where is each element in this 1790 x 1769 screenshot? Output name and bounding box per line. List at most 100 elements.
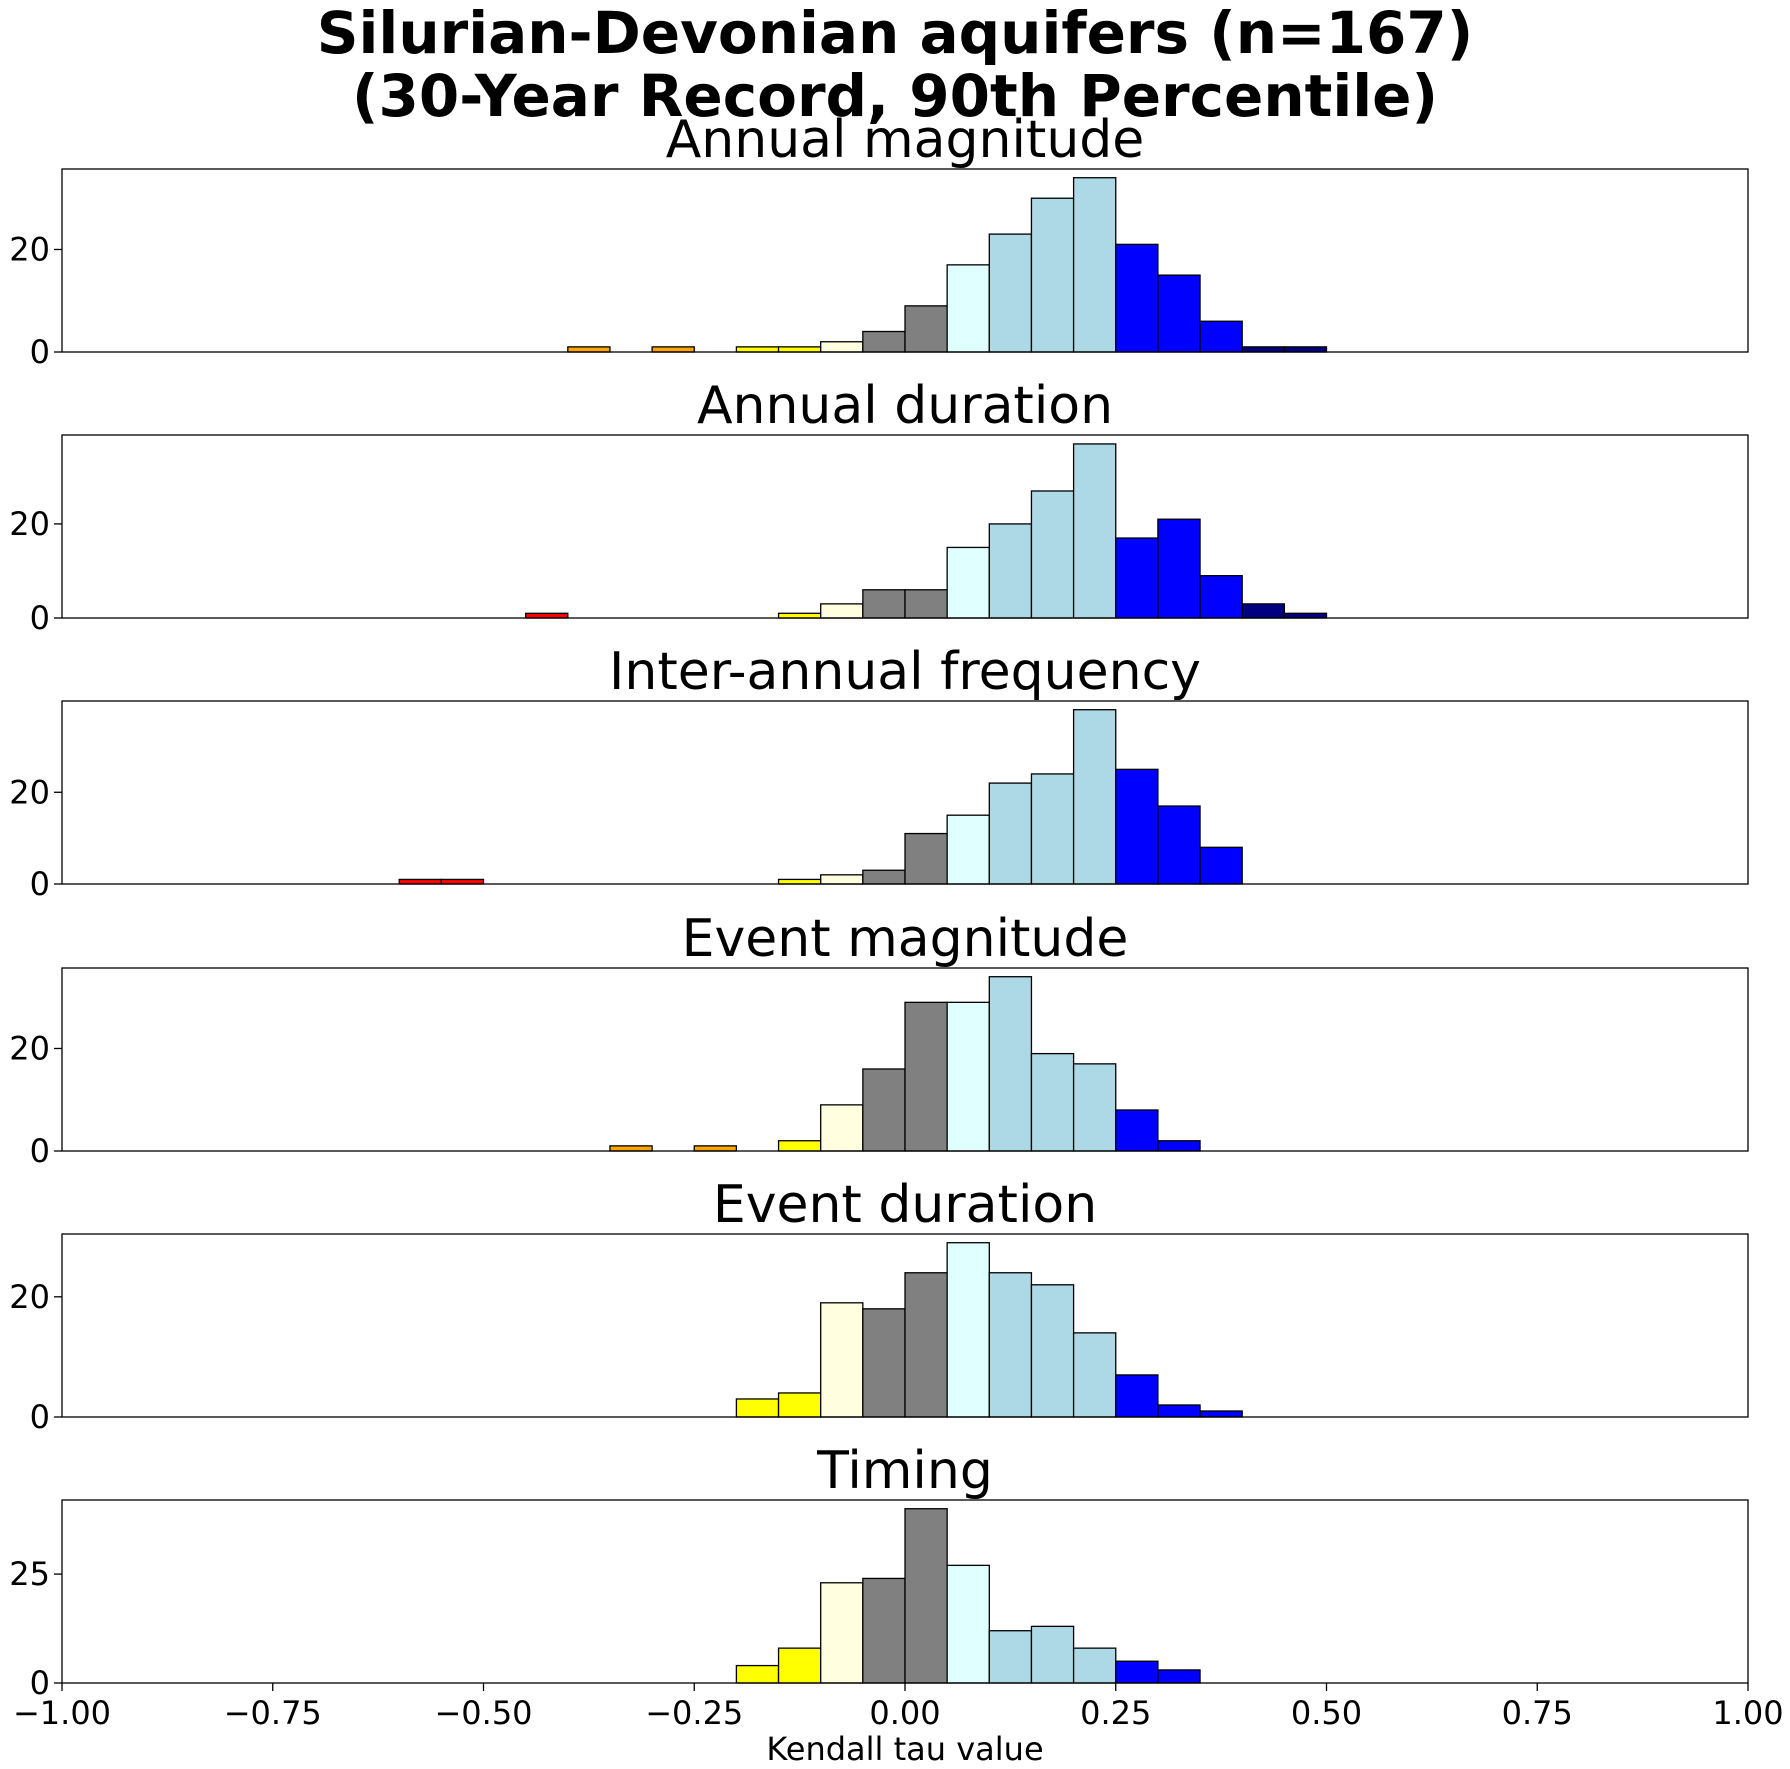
histogram-bar	[904, 589, 948, 619]
histogram-bar	[946, 1564, 990, 1684]
histogram-bar	[777, 346, 822, 353]
histogram-bar	[946, 546, 990, 619]
histogram-bar	[777, 878, 822, 885]
x-tick-label: 0.50	[1291, 1694, 1362, 1732]
histogram-bar	[609, 1145, 653, 1152]
histogram-bar	[862, 1577, 906, 1684]
x-axis-label: Kendall tau value	[766, 1730, 1043, 1768]
histogram-bar	[1115, 1109, 1159, 1152]
figure-title-line2: (30-Year Record, 90th Percentile)	[352, 62, 1438, 130]
histogram-bar	[1030, 490, 1075, 619]
histogram-bar	[946, 814, 990, 885]
y-tick-label: 25	[9, 1555, 50, 1593]
histogram-bar	[398, 878, 443, 885]
histogram-bar	[1115, 1660, 1159, 1684]
histogram-bar	[1157, 274, 1201, 353]
histogram-bar	[904, 1001, 948, 1152]
y-tick-label: 0	[30, 1398, 50, 1436]
panel-annual-magnitude: Annual magnitude 0 20	[9, 110, 1749, 371]
histogram-bar	[1072, 1647, 1117, 1684]
y-tick-label: 0	[30, 1664, 50, 1702]
histogram-bar	[1241, 346, 1285, 353]
y-tick-label: 20	[9, 505, 50, 543]
histogram-bar	[946, 1242, 990, 1418]
histogram-bar	[820, 874, 864, 885]
histogram-bar	[777, 612, 822, 619]
panel-frame	[61, 168, 1749, 353]
panel-title: Annual duration	[697, 376, 1113, 436]
histogram-bar	[862, 1308, 906, 1418]
histogram-bar	[988, 976, 1033, 1152]
histogram-bar	[1115, 537, 1159, 619]
panel-title: Annual magnitude	[666, 110, 1145, 170]
histogram-bar	[1241, 603, 1285, 619]
panel-timing: Timing 0 25 −1.00 −0.75 −0.50 −0.25 0.00 0.25 0.5…	[9, 1441, 1783, 1732]
histogram-bar	[862, 330, 906, 353]
histogram-bar	[904, 832, 948, 885]
histogram-bar	[525, 612, 569, 619]
histogram-bar	[735, 346, 780, 353]
y-tick-label: 20	[9, 773, 50, 811]
histogram-bar	[1157, 805, 1201, 885]
histogram-bar	[1030, 1052, 1075, 1152]
x-tick-label: −0.75	[224, 1694, 322, 1732]
histogram-bar	[1030, 773, 1075, 885]
panel-frame	[61, 967, 1749, 1152]
histogram-bar	[1199, 320, 1243, 353]
histogram-bar	[1283, 612, 1328, 619]
x-tick-label: −1.00	[13, 1694, 111, 1732]
histogram-bar	[1157, 1404, 1201, 1418]
histogram-bar	[651, 346, 695, 353]
x-tick-label: 0.25	[1080, 1694, 1151, 1732]
histogram-bar	[862, 1068, 906, 1152]
panel-title: Event magnitude	[682, 909, 1129, 969]
histogram-bar	[735, 1664, 780, 1684]
panel-title: Timing	[816, 1441, 993, 1501]
histogram-bar	[904, 1508, 948, 1684]
histogram-bar	[988, 1272, 1033, 1418]
x-tick-label: 1.00	[1712, 1694, 1783, 1732]
histogram-bar	[904, 305, 948, 353]
histogram-bar	[1157, 518, 1201, 619]
histogram-bar	[1283, 346, 1328, 353]
panel-frame	[61, 1233, 1749, 1418]
panel-inter-annual-frequency: Inter-annual frequency 0 20	[9, 642, 1749, 903]
y-tick-label: 20	[9, 230, 50, 268]
y-tick-label: 0	[30, 333, 50, 371]
y-tick-label: 20	[9, 1278, 50, 1316]
histogram-bar	[1199, 1410, 1243, 1418]
x-tick-label: −0.25	[645, 1694, 743, 1732]
histogram-bar	[567, 346, 611, 353]
histogram-bar	[440, 878, 485, 885]
histogram-bar	[820, 1104, 864, 1152]
histogram-bar	[735, 1398, 780, 1418]
histogram-bar	[820, 603, 864, 619]
y-tick-label: 0	[30, 1132, 50, 1170]
histogram-bar	[693, 1145, 738, 1152]
histogram-bar	[777, 1140, 822, 1152]
histogram-bar	[988, 1630, 1033, 1684]
histogram-bar	[862, 869, 906, 885]
histogram-bar	[1072, 443, 1117, 619]
x-tick-label: 0.00	[869, 1694, 940, 1732]
histogram-bar	[1072, 709, 1117, 885]
histogram-bar	[904, 1272, 948, 1418]
histogram-bar	[1072, 177, 1117, 353]
histogram-bar	[1157, 1669, 1201, 1684]
histogram-bar	[1115, 768, 1159, 885]
histogram-bar	[1199, 846, 1243, 885]
histogram-bar	[1030, 197, 1075, 353]
histogram-bar	[1072, 1332, 1117, 1418]
panel-annual-duration: Annual duration 0 20	[9, 376, 1749, 637]
histogram-bar	[820, 1302, 864, 1418]
panel-frame	[61, 434, 1749, 619]
histogram-bar	[1115, 243, 1159, 353]
histogram-bar	[988, 233, 1033, 353]
histogram-bar	[777, 1392, 822, 1418]
histogram-bar	[1157, 1140, 1201, 1152]
figure-title-line1: Silurian-Devonian aquifers (n=167)	[317, 0, 1473, 67]
histogram-bar	[820, 341, 864, 353]
panel-event-duration: Event duration 0 20	[9, 1175, 1749, 1436]
